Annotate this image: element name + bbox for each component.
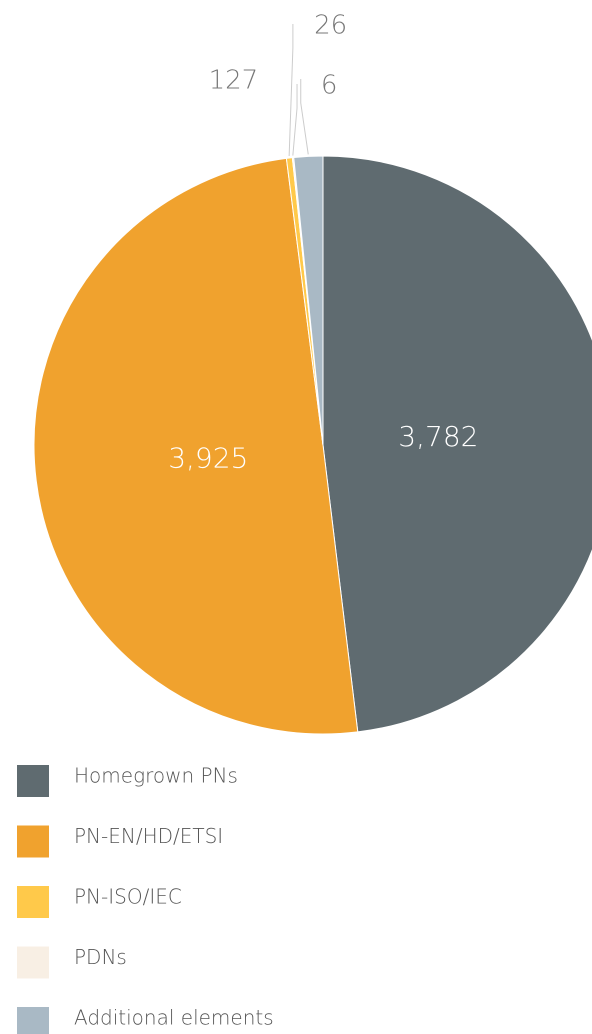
- leader-line: [300, 79, 309, 155]
- slice-label: 127: [209, 66, 259, 96]
- slice-label: 3,925: [168, 441, 248, 474]
- leader-line: [292, 84, 298, 156]
- legend-label: Additional elements: [74, 1006, 274, 1030]
- legend-label: Homegrown PNs: [74, 764, 238, 788]
- pie-slice: [33, 157, 359, 735]
- legend-label: PN-ISO/IEC: [74, 885, 182, 909]
- legend-swatch: [17, 886, 49, 918]
- pie-slice: [322, 155, 592, 733]
- legend-swatch: [17, 946, 49, 979]
- legend-label: PDNs: [74, 945, 127, 969]
- slice-label: 3,782: [398, 420, 478, 453]
- legend-swatch: [17, 765, 49, 797]
- slice-label: 26: [314, 11, 347, 41]
- legend-label: PN-EN/HD/ETSI: [74, 824, 223, 848]
- legend-swatch: [17, 825, 49, 858]
- leader-line: [288, 24, 294, 156]
- slice-label: 6: [321, 71, 338, 101]
- legend-swatch: [17, 1007, 49, 1034]
- pie-slice: [293, 155, 324, 446]
